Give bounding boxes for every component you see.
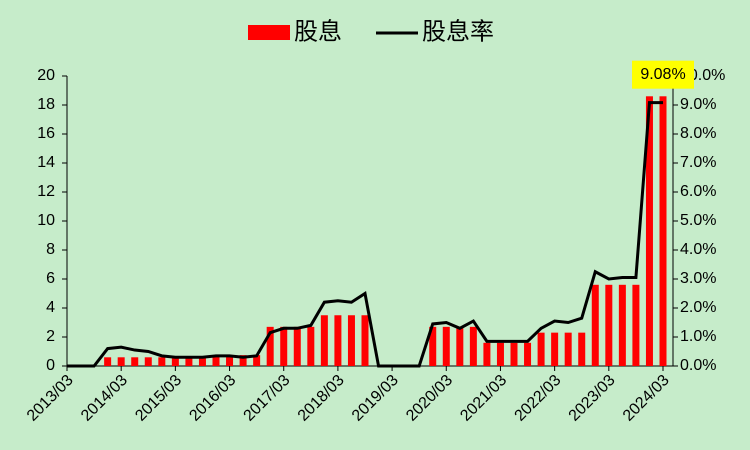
y-tick-label: 6 bbox=[46, 270, 55, 287]
y-tick-label: 4 bbox=[46, 299, 55, 316]
bar bbox=[591, 284, 599, 366]
bar bbox=[618, 284, 626, 366]
bar bbox=[171, 357, 179, 366]
bar bbox=[198, 357, 206, 366]
bar bbox=[551, 332, 559, 366]
bar bbox=[442, 326, 450, 366]
bar bbox=[266, 326, 274, 366]
y2-tick-label: 4.0% bbox=[680, 241, 716, 258]
y2-tick-label: 1.0% bbox=[680, 328, 716, 345]
bar bbox=[524, 342, 532, 366]
bar bbox=[578, 332, 586, 366]
bar bbox=[239, 355, 247, 366]
bar bbox=[429, 326, 437, 366]
y-tick-label: 10 bbox=[37, 212, 55, 229]
y-tick-label: 8 bbox=[46, 241, 55, 258]
bar bbox=[104, 357, 112, 366]
value-label: 9.08% bbox=[640, 66, 685, 83]
y-tick-label: 0 bbox=[46, 357, 55, 374]
bar bbox=[564, 332, 572, 366]
y-tick-label: 18 bbox=[37, 96, 55, 113]
bar bbox=[361, 315, 369, 366]
bar bbox=[483, 342, 491, 366]
bar bbox=[456, 326, 464, 366]
bar bbox=[469, 326, 477, 366]
legend-label: 股息 bbox=[294, 18, 342, 45]
bar bbox=[645, 96, 653, 367]
bar bbox=[320, 315, 328, 366]
bar bbox=[185, 357, 193, 366]
y2-tick-label: 5.0% bbox=[680, 212, 716, 229]
bar bbox=[307, 326, 315, 366]
line bbox=[67, 101, 663, 368]
y2-tick-label: 9.0% bbox=[680, 96, 716, 113]
y-tick-label: 20 bbox=[37, 67, 55, 84]
bar bbox=[334, 315, 342, 366]
y-tick-label: 12 bbox=[37, 183, 55, 200]
bar bbox=[496, 342, 504, 366]
label-box bbox=[632, 60, 694, 89]
bar bbox=[659, 96, 667, 367]
bar bbox=[253, 355, 261, 366]
bar bbox=[510, 342, 518, 366]
bar bbox=[605, 284, 613, 366]
bar bbox=[632, 284, 640, 366]
y2-tick-label: 2.0% bbox=[680, 299, 716, 316]
y2-tick-label: 8.0% bbox=[680, 125, 716, 142]
bar bbox=[158, 357, 166, 366]
bar bbox=[293, 326, 301, 366]
bar bbox=[347, 315, 355, 366]
bar bbox=[226, 355, 234, 366]
bar bbox=[537, 332, 545, 366]
y-tick-label: 16 bbox=[37, 125, 55, 142]
bar bbox=[212, 355, 220, 366]
bar bbox=[280, 326, 288, 366]
y-tick-label: 14 bbox=[37, 154, 55, 171]
y-tick-label: 2 bbox=[46, 328, 55, 345]
bar bbox=[144, 357, 152, 366]
y2-tick-label: 3.0% bbox=[680, 270, 716, 287]
bar bbox=[117, 357, 125, 366]
y2-tick-label: 7.0% bbox=[680, 154, 716, 171]
legend-label: 股息率 bbox=[422, 18, 494, 45]
y2-tick-label: 0.0% bbox=[680, 357, 716, 374]
legend-swatch bbox=[248, 25, 290, 40]
bar bbox=[131, 357, 139, 366]
y2-tick-label: 6.0% bbox=[680, 183, 716, 200]
